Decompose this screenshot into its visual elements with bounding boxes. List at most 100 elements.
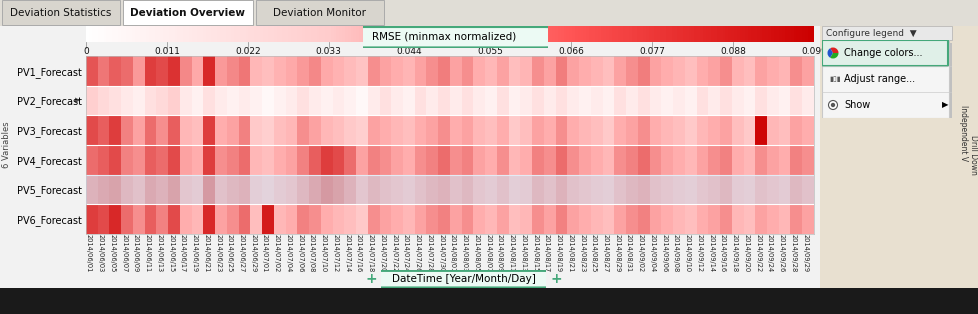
FancyBboxPatch shape [376,271,549,288]
Text: 2014/09/26: 2014/09/26 [778,234,783,272]
Text: 2014/08/07: 2014/08/07 [485,234,491,272]
Text: 2014/09/08: 2014/09/08 [672,234,679,272]
Text: 2014/07/18: 2014/07/18 [368,234,374,272]
Bar [86,175,819,204]
Text: 2014/06/01: 2014/06/01 [86,234,92,272]
Text: 2014/07/06: 2014/07/06 [297,234,303,272]
Text: Drill Down: Drill Down [968,135,977,175]
Text: 2014/09/02: 2014/09/02 [637,234,644,272]
Text: 2014/09/18: 2014/09/18 [731,234,737,272]
Text: 2014/06/19: 2014/06/19 [192,234,198,272]
Text: 2014/09/24: 2014/09/24 [766,234,772,272]
Bar [123,0,252,25]
Text: 2014/08/09: 2014/08/09 [496,234,503,272]
Text: 2014/08/31: 2014/08/31 [625,234,632,272]
Text: 2014/06/13: 2014/06/13 [156,234,162,272]
Text: 2014/08/11: 2014/08/11 [508,234,514,272]
Text: 2014/06/29: 2014/06/29 [250,234,256,272]
Text: Deviation Overview: Deviation Overview [130,8,245,18]
Text: DateTime [Year/Month/Day]: DateTime [Year/Month/Day] [391,273,535,284]
Text: Deviation Statistics: Deviation Statistics [11,8,111,18]
Text: 2014/07/01: 2014/07/01 [262,234,268,272]
Bar [822,26,951,40]
Text: 0.044: 0.044 [396,47,422,56]
Text: 2014/07/30: 2014/07/30 [438,234,444,272]
Text: Configure legend  ▼: Configure legend ▼ [825,29,915,37]
Circle shape [827,100,836,110]
Text: 2014/08/19: 2014/08/19 [555,234,561,272]
Text: 2014/08/23: 2014/08/23 [578,234,585,272]
Text: +: + [365,272,377,286]
Text: 0.077: 0.077 [639,47,664,56]
Text: 2014/09/16: 2014/09/16 [719,234,726,272]
Text: 2014/07/12: 2014/07/12 [333,234,338,272]
Text: 0.055: 0.055 [477,47,503,56]
Text: 2014/06/07: 2014/06/07 [121,234,127,272]
Text: 2014/07/24: 2014/07/24 [403,234,409,272]
Text: 2014/09/12: 2014/09/12 [695,234,702,272]
Text: 2014/09/10: 2014/09/10 [684,234,690,272]
Wedge shape [826,48,832,58]
Text: 2014/06/21: 2014/06/21 [203,234,209,272]
Text: ▶: ▶ [941,100,948,110]
Text: 2014/09/22: 2014/09/22 [754,234,760,272]
Text: 2014/08/13: 2014/08/13 [519,234,526,272]
Text: 2014/06/27: 2014/06/27 [239,234,244,272]
Text: 2014/09/20: 2014/09/20 [742,234,748,272]
Text: 2014/08/21: 2014/08/21 [566,234,573,272]
Text: Deviation Monitor: Deviation Monitor [273,8,366,18]
Text: 0.088: 0.088 [720,47,745,56]
Text: 2014/06/11: 2014/06/11 [145,234,151,272]
Text: 2014/07/22: 2014/07/22 [391,234,397,272]
Text: ▮▯▮: ▮▯▮ [828,76,840,82]
Text: 2014/06/09: 2014/06/09 [133,234,139,272]
Text: 2014/07/04: 2014/07/04 [286,234,291,272]
Text: 2014/06/15: 2014/06/15 [168,234,174,272]
Text: 0.066: 0.066 [557,47,584,56]
Text: 2014/08/03: 2014/08/03 [462,234,467,272]
Text: 2014/07/26: 2014/07/26 [415,234,421,272]
Text: 2014/08/29: 2014/08/29 [613,234,620,272]
Text: Show: Show [843,100,869,110]
Wedge shape [829,47,837,53]
Text: 0.099: 0.099 [800,47,826,56]
Text: 2014/07/08: 2014/07/08 [309,234,315,272]
Text: 2014/09/28: 2014/09/28 [789,234,795,272]
Text: 2014/09/14: 2014/09/14 [707,234,714,272]
Bar [0,288,978,314]
Bar [0,26,820,288]
Text: 2014/08/17: 2014/08/17 [543,234,550,272]
Text: 0.033: 0.033 [316,47,341,56]
Text: Change colors...: Change colors... [843,48,921,58]
Text: 2014/06/17: 2014/06/17 [180,234,186,272]
Text: 0.022: 0.022 [235,47,260,56]
Text: 2014/07/20: 2014/07/20 [379,234,385,272]
Text: 2014/08/01: 2014/08/01 [450,234,456,272]
Text: 2014/08/25: 2014/08/25 [590,234,597,272]
Text: 2014/08/15: 2014/08/15 [531,234,538,272]
Text: Independent V: Independent V [958,105,967,161]
FancyBboxPatch shape [822,40,947,66]
Text: 2014/07/14: 2014/07/14 [344,234,350,272]
Text: 2014/07/10: 2014/07/10 [321,234,327,272]
Bar [255,0,383,25]
Text: 2014/07/16: 2014/07/16 [356,234,362,272]
FancyBboxPatch shape [357,27,552,48]
Text: ▶: ▶ [75,98,80,104]
Circle shape [830,103,834,107]
Bar [0,0,978,26]
Text: 2014/06/05: 2014/06/05 [110,234,115,272]
Text: 2014/06/03: 2014/06/03 [98,234,104,272]
Text: RMSE (minmax normalized): RMSE (minmax normalized) [372,32,516,41]
Text: 6 Variables: 6 Variables [3,122,12,168]
Text: 2014/08/05: 2014/08/05 [473,234,479,272]
Text: 2014/07/02: 2014/07/02 [274,234,280,272]
Text: 2014/08/27: 2014/08/27 [601,234,608,272]
Text: 0.011: 0.011 [154,47,180,56]
Text: +: + [550,272,561,286]
Text: 2014/09/04: 2014/09/04 [648,234,655,272]
Text: 2014/06/23: 2014/06/23 [215,234,221,272]
Text: 2014/07/28: 2014/07/28 [426,234,432,272]
Text: 2014/09/06: 2014/09/06 [660,234,667,272]
Text: 0: 0 [83,47,89,56]
